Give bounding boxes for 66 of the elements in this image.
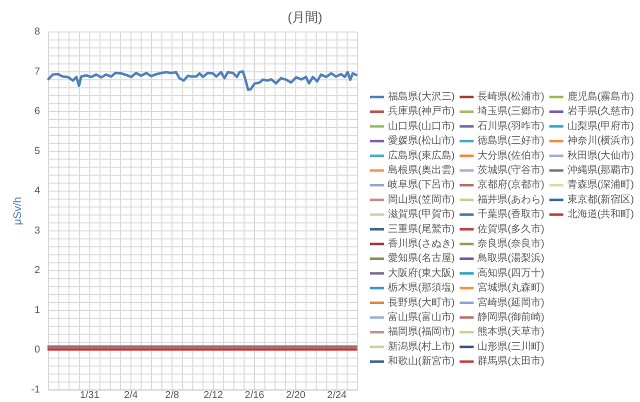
legend-label: 兵庫県(神戸市) <box>388 105 455 118</box>
y-tick-label: 8 <box>34 26 40 38</box>
legend-label: 栃木県(那須塩) <box>388 282 455 294</box>
legend-label: 長野県(大町市) <box>388 296 455 308</box>
y-tick-label: 7 <box>34 66 40 78</box>
legend-label: 京都府(京都市) <box>478 178 544 191</box>
legend-label: 広島県(東広島) <box>388 149 455 162</box>
legend-label: 香川県(さぬき) <box>388 238 455 250</box>
legend-label: 山形県(三川町) <box>478 340 544 352</box>
x-tick-label: 2/12 <box>204 390 224 401</box>
legend-label: 宮崎県(延岡市) <box>478 296 544 308</box>
x-tick-label: 2/8 <box>165 390 180 401</box>
legend-label: 岩手県(久慈市) <box>567 105 634 118</box>
legend-label: 愛知県(名古屋) <box>388 252 455 264</box>
legend-label: 高知県(四万十) <box>478 266 544 279</box>
legend-label: 茨城県(守谷市) <box>478 164 544 176</box>
legend-label: 大分県(佐伯市) <box>478 149 544 162</box>
legend-label: 東京都(新宿区) <box>567 193 634 206</box>
legend-label: 鹿児島(霧島市) <box>567 90 634 102</box>
y-tick-label: 2 <box>34 265 40 276</box>
legend-label: 秋田県(大仙市) <box>567 149 634 162</box>
legend-label: 静岡県(御前崎) <box>478 311 544 323</box>
legend-label: 埼玉県(三郷市) <box>476 105 544 118</box>
x-tick-label: 2/24 <box>327 390 348 401</box>
y-axis-title: μSv/h <box>12 196 24 226</box>
y-tick-label: 0 <box>34 344 40 356</box>
legend-label: 神奈川(横浜市) <box>567 134 634 147</box>
legend-label: 宮城県(丸森町) <box>478 282 544 294</box>
x-tick-label: 1/31 <box>80 390 100 401</box>
x-tick-label: 2/4 <box>124 390 138 401</box>
y-tick-label: 3 <box>34 225 40 236</box>
legend-label: 沖縄県(那覇市) <box>567 164 634 176</box>
legend-label: 青森県(深浦町) <box>567 178 634 191</box>
y-tick-label: 5 <box>34 146 40 157</box>
legend-label: 山梨県(甲府市) <box>567 120 634 132</box>
legend-label: 島根県(奥出雲) <box>388 164 455 176</box>
legend-label: 山口県(山口市) <box>388 120 455 132</box>
legend-label: 千葉県(香取市) <box>478 208 544 220</box>
legend-label: 長崎県(松浦市) <box>478 90 544 102</box>
legend-label: 奈良県(奈良市) <box>478 238 544 250</box>
legend-label: 石川県(羽咋市) <box>478 120 544 132</box>
legend-label: 北海道(共和町) <box>567 208 634 220</box>
legend-label: 福島県(大沢三) <box>388 90 455 102</box>
legend-label: 滋賀県(甲賀市) <box>388 208 455 220</box>
legend-label: 徳島県(三好市) <box>478 134 544 147</box>
legend-label: 福岡県(福岡市) <box>388 326 455 338</box>
legend-label: 佐賀県(多久市) <box>478 222 544 235</box>
legend-label: 愛媛県(松山市) <box>388 134 455 147</box>
legend-label: 新潟県(村上市) <box>388 340 455 352</box>
y-tick-label: 4 <box>34 186 40 197</box>
legend-label: 岡山県(笠岡市) <box>388 193 455 206</box>
legend-label: 熊本県(天草市) <box>478 326 544 338</box>
legend-label: 富山県(富山市) <box>388 311 455 323</box>
legend-label: 福井県(あわら) <box>478 193 544 206</box>
chart-title: (月間) <box>288 10 322 24</box>
legend-label: 鳥取県(湯梨浜) <box>476 252 544 264</box>
y-tick-label: -1 <box>31 384 40 396</box>
legend-label: 和歌山(新宮市) <box>388 355 455 368</box>
y-tick-label: 6 <box>34 106 40 118</box>
x-tick-label: 2/20 <box>286 390 306 401</box>
legend-label: 三重県(尾鷲市) <box>388 222 455 235</box>
x-tick-label: 2/16 <box>244 390 265 401</box>
legend-label: 群馬県(太田市) <box>478 355 544 368</box>
legend-label: 岐阜県(下呂市) <box>388 178 455 191</box>
y-tick-label: 1 <box>34 304 40 316</box>
legend-label: 大阪府(東大阪) <box>388 266 455 279</box>
